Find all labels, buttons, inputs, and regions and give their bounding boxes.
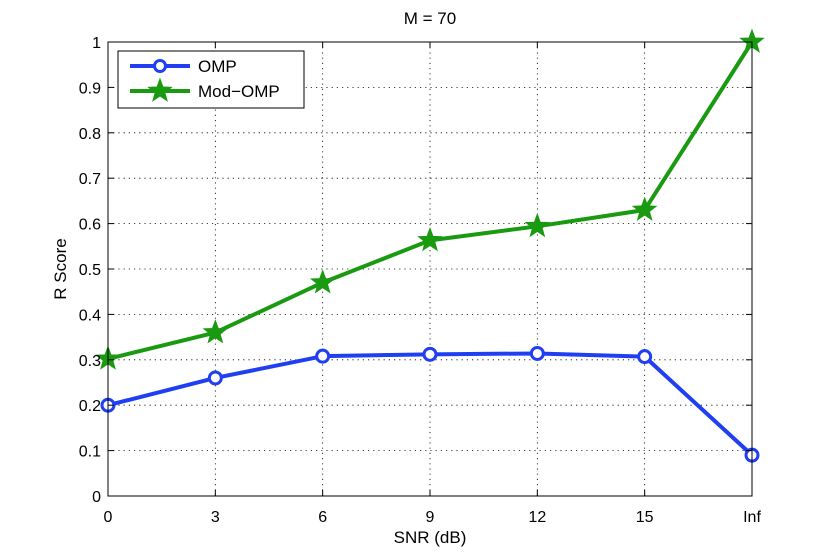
- y-tick-label: 0: [92, 489, 101, 506]
- y-tick-label: 0.9: [79, 80, 101, 97]
- x-tick-label: 0: [104, 509, 113, 526]
- data-point-mod-omp: [309, 269, 336, 294]
- data-point-mod-omp: [202, 319, 229, 344]
- x-tick-label: 9: [426, 509, 435, 526]
- data-point-mod-omp: [631, 196, 658, 221]
- x-tick-label: 3: [211, 509, 220, 526]
- x-tick-label: Inf: [743, 509, 761, 526]
- x-tick-label: 15: [636, 509, 654, 526]
- data-point-omp: [529, 345, 545, 361]
- legend-marker-mod-omp: [147, 77, 173, 102]
- legend-label-omp: OMP: [198, 57, 237, 76]
- legend-marker-omp: [153, 59, 167, 73]
- y-tick-label: 0.8: [79, 126, 101, 143]
- y-tick-label: 0.3: [79, 353, 101, 370]
- y-tick-label: 1: [92, 35, 101, 52]
- legend: OMP Mod−OMP: [117, 50, 305, 109]
- chart-title: M = 70: [404, 9, 456, 28]
- data-point-omp: [422, 346, 438, 362]
- y-tick-label: 0.7: [79, 171, 101, 188]
- y-tick-label: 0.4: [79, 307, 101, 324]
- y-tick-label: 0.2: [79, 398, 101, 415]
- y-tick-label: 0.6: [79, 217, 101, 234]
- y-tick-label: 0.5: [79, 262, 101, 279]
- data-point-mod-omp: [417, 226, 443, 252]
- x-tick-label: 12: [528, 509, 546, 526]
- ticks: 0 3 6 9 12 15 Inf 0 0.1 0.2 0.3 0.4 0.5 0.6 0.7 0.8 0.9 1: [79, 35, 762, 526]
- y-tick-label: 0.1: [79, 444, 101, 461]
- legend-label-mod-omp: Mod−OMP: [198, 82, 280, 101]
- y-axis-label: R Score: [51, 238, 70, 299]
- data-point-omp: [315, 348, 331, 364]
- x-tick-label: 6: [318, 509, 327, 526]
- data-point-mod-omp: [524, 212, 551, 238]
- data-point-omp: [207, 370, 223, 386]
- legend-box: [117, 50, 305, 109]
- data-point-omp: [637, 349, 653, 365]
- x-axis-label: SNR (dB): [394, 528, 467, 547]
